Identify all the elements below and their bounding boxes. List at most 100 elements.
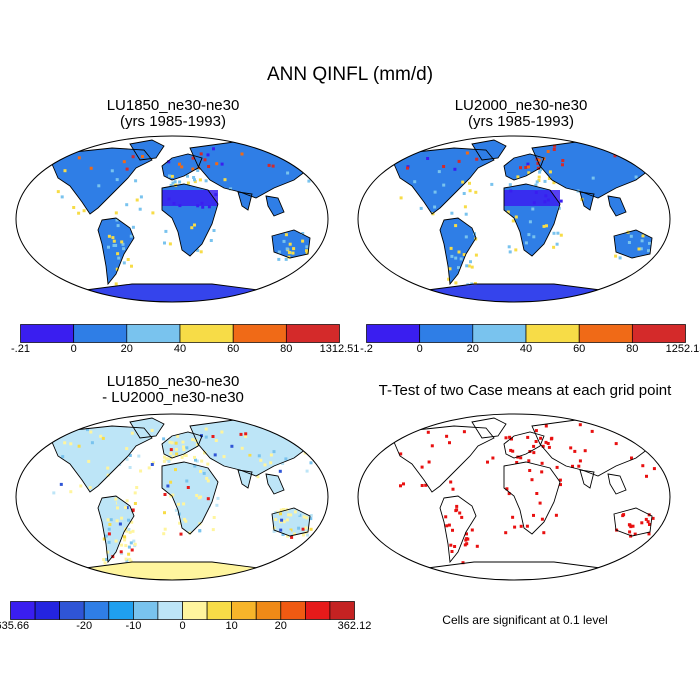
grid-cell xyxy=(203,451,207,455)
grid-cell xyxy=(63,169,67,173)
grid-cell xyxy=(87,459,91,463)
grid-cell xyxy=(573,449,577,453)
grid-cell xyxy=(631,524,635,528)
grid-cell xyxy=(286,171,290,175)
grid-cell xyxy=(124,506,127,510)
colorbar-tick-label: 20 xyxy=(274,620,287,632)
grid-cell xyxy=(524,241,528,245)
grid-cell xyxy=(192,176,196,179)
grid-cell xyxy=(292,247,296,251)
grid-cell xyxy=(304,526,308,530)
grid-cell xyxy=(272,450,276,454)
coastline-south-america xyxy=(97,217,135,286)
colorbar-tick-label: 60 xyxy=(227,343,240,355)
grid-cell xyxy=(301,443,305,446)
colorbar-tick-label: 80 xyxy=(280,343,293,355)
grid-cell xyxy=(511,449,515,453)
land-south-america xyxy=(98,218,134,284)
grid-cell xyxy=(60,195,64,199)
grid-cell xyxy=(490,182,494,186)
map-panel-lu1850 xyxy=(15,135,329,303)
colorbar-tick-label: 0 xyxy=(179,620,186,632)
grid-cell xyxy=(462,192,466,195)
grid-cell xyxy=(181,469,185,473)
grid-cell xyxy=(125,457,129,461)
grid-cell xyxy=(204,435,208,439)
grid-cell xyxy=(56,190,60,194)
grid-cell xyxy=(648,523,651,526)
grid-cell xyxy=(462,253,466,257)
grid-cell xyxy=(552,231,556,235)
grid-cell xyxy=(535,180,539,184)
grid-cell xyxy=(215,503,219,507)
grid-cell xyxy=(468,181,471,185)
grid-cell xyxy=(174,447,178,451)
land-africa xyxy=(162,462,218,534)
grid-cell xyxy=(282,239,286,243)
grid-cell xyxy=(547,177,551,180)
colorbar-box xyxy=(255,601,282,620)
grid-cell xyxy=(190,444,194,448)
grid-cell xyxy=(505,487,509,491)
grid-cell xyxy=(196,248,200,252)
colorbar-box xyxy=(285,324,340,343)
grid-cell xyxy=(267,163,271,167)
grid-cell xyxy=(310,151,314,155)
coastline-greenland xyxy=(129,417,165,439)
grid-cell xyxy=(171,181,175,185)
grid-cell xyxy=(535,492,539,495)
colorbar-box xyxy=(366,324,421,343)
colorbar-tick-label: -635.66 xyxy=(0,620,30,632)
grid-cell xyxy=(90,441,94,445)
grid-cell xyxy=(454,281,458,285)
land-india xyxy=(238,192,252,210)
grid-cell xyxy=(168,174,171,178)
grid-cell xyxy=(504,531,508,535)
grid-cell xyxy=(437,170,441,174)
grid-cell xyxy=(239,432,243,436)
colorbar-box xyxy=(472,324,527,343)
colorbar-box xyxy=(157,601,183,620)
colorbar-tick-label: 80 xyxy=(626,343,639,355)
grid-cell xyxy=(647,249,650,253)
grid-cell xyxy=(133,542,137,546)
coastline-southeast-asia xyxy=(607,473,627,495)
coastline-india xyxy=(237,191,253,211)
grid-cell xyxy=(399,484,402,488)
grid-cell xyxy=(212,147,215,151)
grid-cell xyxy=(556,231,560,235)
grid-cell xyxy=(179,532,183,536)
grid-cell xyxy=(257,454,261,458)
grid-cell xyxy=(619,431,623,434)
grid-cell xyxy=(629,234,633,238)
coastline-africa xyxy=(503,461,561,535)
grid-cell xyxy=(450,254,454,258)
grid-cell xyxy=(86,428,89,432)
grid-cell xyxy=(193,178,196,182)
grid-cell xyxy=(312,450,316,454)
grid-cell xyxy=(188,531,192,535)
grid-cell xyxy=(107,234,111,238)
grid-cell xyxy=(206,479,210,483)
grid-cell xyxy=(169,183,173,187)
grid-cell xyxy=(123,538,127,542)
grid-cell xyxy=(281,462,285,465)
grid-cell xyxy=(464,212,468,216)
grid-cell xyxy=(272,526,276,530)
grid-cell xyxy=(115,519,119,523)
grid-cell xyxy=(106,466,110,470)
grid-cell xyxy=(150,463,154,466)
grid-cell xyxy=(526,162,530,166)
grid-cell xyxy=(540,517,544,521)
grid-cell xyxy=(647,532,651,536)
colorbar-box xyxy=(126,324,181,343)
grid-cell xyxy=(107,245,110,249)
grid-cell xyxy=(191,156,195,160)
grid-cell xyxy=(111,236,115,240)
coastline-north-america xyxy=(51,425,153,493)
grid-cell xyxy=(524,166,528,169)
grid-cell xyxy=(303,148,307,152)
grid-cell xyxy=(640,521,644,525)
grid-cell xyxy=(114,244,118,247)
grid-cell xyxy=(419,206,423,210)
